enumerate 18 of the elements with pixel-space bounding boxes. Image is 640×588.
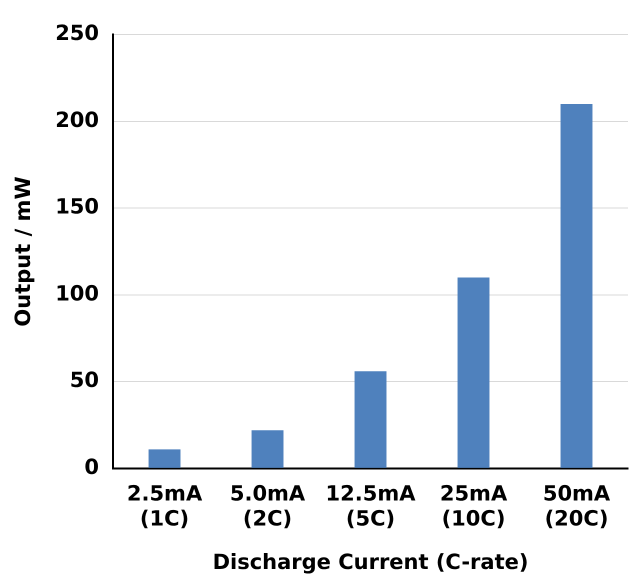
- y-tick-label: 250: [55, 21, 100, 46]
- x-axis-title: Discharge Current (C-rate): [212, 550, 528, 574]
- bar: [354, 371, 386, 468]
- y-tick-label: 200: [55, 108, 100, 132]
- x-tick-label: 25mA (10C): [440, 481, 508, 531]
- y-tick-label: 150: [55, 194, 100, 219]
- y-tick-label: 0: [84, 454, 100, 479]
- x-tick-label: 2.5mA (1C): [126, 481, 203, 531]
- bar: [560, 104, 592, 468]
- bar: [148, 449, 180, 468]
- x-tick-label: 5.0mA (2C): [230, 481, 306, 531]
- bar: [252, 430, 284, 468]
- y-tick-label: 100: [55, 281, 100, 306]
- bar: [458, 278, 490, 468]
- y-axis-title: Output / mW: [11, 176, 36, 327]
- x-tick-label: 50mA (20C): [542, 481, 611, 531]
- x-tick-label: 12.5mA (5C): [326, 481, 416, 531]
- y-tick-label: 50: [70, 368, 100, 392]
